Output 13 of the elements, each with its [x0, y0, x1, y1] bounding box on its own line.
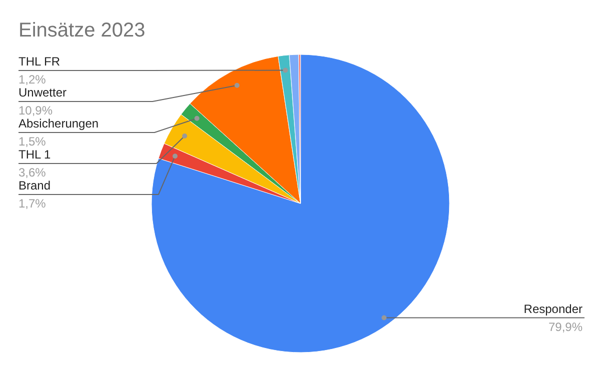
slice-label: Absicherungen: [18, 116, 99, 130]
chart-title: Einsätze 2023: [18, 20, 146, 42]
data-label: 10,9%: [18, 104, 53, 118]
slice-label: Responder: [524, 302, 583, 316]
data-label: 1,2%: [18, 72, 46, 86]
slice-label: THL 1: [18, 148, 52, 162]
slice-label: Unwetter: [18, 86, 67, 100]
data-label: 1,5%: [18, 134, 46, 148]
slice-label: Brand: [18, 178, 51, 192]
data-label: 3,6%: [18, 166, 46, 180]
data-label: 79,9%: [548, 320, 583, 334]
data-label: 1,7%: [18, 196, 46, 210]
slice-label: THL FR: [18, 54, 60, 68]
